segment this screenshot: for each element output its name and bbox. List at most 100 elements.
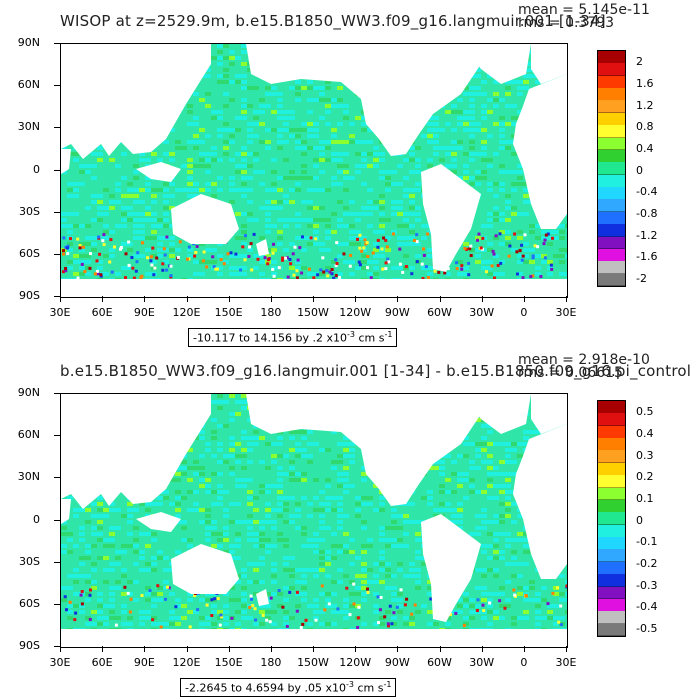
land-mask — [256, 589, 269, 606]
map-plot — [60, 43, 568, 298]
colorbar-swatch — [598, 537, 625, 550]
longitude-tick — [228, 646, 230, 652]
latitude-tick-label: 60N — [17, 428, 40, 442]
land-mask — [136, 162, 181, 182]
longitude-tick-label: 150W — [297, 306, 329, 319]
colorbar-swatch — [598, 88, 625, 101]
plot-title: b.e15.B1850_WW3.f09_g16.langmuir.001 [1-… — [60, 362, 692, 380]
longitude-tick — [313, 296, 314, 302]
longitude-tick-label: 30E — [555, 656, 577, 669]
longitude-tick-label: 30E — [555, 306, 577, 319]
colorbar-swatch — [598, 549, 625, 563]
colorbar-label: -0.8 — [636, 206, 658, 220]
latitude-tick — [54, 561, 60, 563]
longitude-tick — [102, 296, 104, 302]
colorbar-label: 1.2 — [636, 98, 654, 112]
latitude-tick-label: 0 — [33, 512, 40, 526]
mean-text: mean = 5.145e-11 — [518, 2, 650, 18]
colorbar-swatch — [598, 211, 625, 225]
latitude-tick-label: 60N — [17, 78, 40, 92]
land-mask — [246, 44, 481, 156]
latitude-tick-label: 60S — [19, 596, 40, 610]
range-units-exponent: -1 — [384, 330, 393, 339]
colorbar-swatch — [598, 199, 625, 213]
range-text: -10.117 to 14.156 by .2 x10 — [193, 331, 347, 345]
range-units: cm s — [354, 331, 385, 345]
latitude-tick-label: 30N — [17, 470, 40, 484]
latitude-tick-label: 60S — [19, 246, 40, 260]
land-mask — [531, 394, 567, 434]
latitude-tick — [54, 435, 60, 437]
colorbar-swatch — [598, 236, 625, 250]
land-mask — [461, 44, 531, 84]
rms-text: rms = 0.3793 — [518, 15, 615, 31]
colorbar-swatch — [598, 611, 625, 625]
longitude-tick-label: 0 — [520, 306, 528, 319]
colorbar-label: 0.1 — [636, 491, 654, 505]
colorbar-swatch — [598, 512, 625, 526]
panel-bottom: b.e15.B1850_WW3.f09_g16.langmuir.001 [1-… — [0, 350, 700, 700]
colorbar-label: -0.2 — [636, 556, 658, 570]
longitude-tick-label: 0 — [520, 656, 528, 669]
colorbar-swatch — [598, 524, 625, 538]
latitude-tick-label: 0 — [33, 162, 40, 176]
colorbar-label: -0.4 — [636, 600, 658, 614]
panel-top: WISOP at z=2529.9m, b.e15.B1850_WW3.f09_… — [17, 2, 658, 347]
longitude-tick-label: 150E — [214, 306, 243, 319]
longitude-tick — [102, 646, 104, 652]
longitude-tick — [566, 296, 567, 302]
longitude-tick — [355, 296, 357, 302]
longitude-tick — [397, 646, 399, 652]
ocean-field-map — [61, 394, 567, 647]
longitude-tick-label: 60W — [427, 306, 452, 319]
latitude-tick-label: 30S — [19, 554, 40, 568]
rms-text: rms = 0.06615 — [518, 365, 623, 381]
range-units-exponent: -1 — [383, 680, 392, 689]
longitude-tick — [481, 646, 483, 652]
longitude-tick-label: 90W — [384, 656, 410, 669]
colorbar-swatch — [598, 574, 625, 588]
colorbar-swatch — [598, 401, 625, 414]
land-mask — [421, 164, 481, 272]
longitude-tick — [523, 646, 525, 652]
latitude-tick — [54, 253, 60, 255]
land-mask — [136, 512, 181, 532]
longitude-tick — [186, 296, 188, 302]
range-exponent: -3 — [346, 330, 355, 339]
land-mask — [61, 629, 567, 647]
longitude-tick-label: 120E — [172, 656, 201, 669]
colorbar-swatch — [598, 438, 625, 451]
land-mask — [246, 394, 481, 506]
land-mask — [256, 239, 269, 256]
land-mask — [461, 394, 531, 434]
colorbar-label: -0.4 — [636, 185, 658, 199]
mean-text: mean = 2.918e-10 — [518, 352, 650, 368]
longitude-tick-label: 60W — [427, 656, 452, 669]
colorbar-swatch — [598, 450, 625, 464]
colorbar-label: -1.6 — [636, 250, 658, 264]
longitude-tick — [228, 296, 230, 302]
colorbar-label: 0.3 — [636, 448, 654, 462]
latitude-tick — [54, 127, 60, 129]
colorbar-swatch — [598, 561, 625, 575]
range-text: -2.2645 to 4.6594 by .05 x10 — [185, 681, 346, 695]
latitude-tick — [54, 169, 60, 171]
longitude-tick — [313, 646, 314, 652]
land-mask — [61, 44, 211, 159]
colorbar-label: 0.5 — [636, 405, 654, 419]
longitude-tick — [355, 646, 357, 652]
colorbar-swatch — [598, 63, 625, 77]
colorbar — [597, 400, 626, 637]
longitude-tick — [186, 646, 188, 652]
longitude-tick-label: 90E — [133, 306, 155, 319]
longitude-tick — [270, 296, 272, 302]
longitude-tick-label: 120E — [172, 306, 201, 319]
colorbar-swatch — [598, 425, 625, 439]
longitude-tick — [439, 646, 441, 652]
latitude-tick — [54, 519, 60, 521]
colorbar-swatch — [598, 125, 625, 139]
colorbar-label: -0.5 — [636, 621, 658, 635]
colorbar-label: -2 — [636, 271, 647, 285]
land-mask — [61, 499, 71, 524]
longitude-tick — [60, 646, 61, 652]
